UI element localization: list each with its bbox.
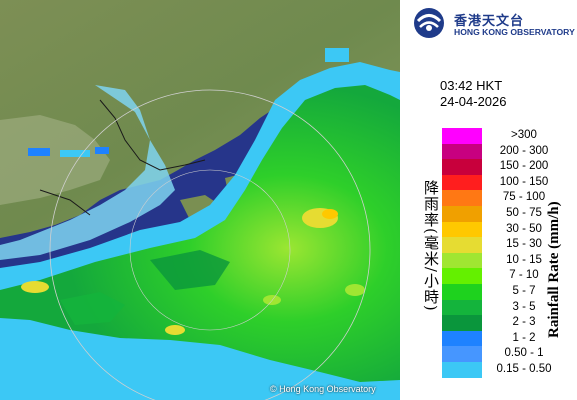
legend-entry: 0.50 - 1 [442,346,562,363]
legend-swatch [442,190,482,207]
legend-entry: 50 - 75 [442,206,562,222]
legend-entry: 30 - 50 [442,221,562,238]
legend-label: 1 - 2 [512,331,536,344]
copyright-notice: © Hong Kong Observatory [270,384,376,394]
legend-label: >300 [511,129,537,141]
legend-entry: 75 - 100 [442,190,562,207]
legend-label: 30 - 50 [506,222,542,235]
side-panel: 香港天文台 HONG KONG OBSERVATORY 03:42 HKT 24… [400,0,577,400]
legend-label: 150 - 200 [499,160,549,173]
legend-label: 15 - 30 [506,238,542,251]
legend-swatch [442,221,482,238]
legend-entry: 15 - 30 [442,237,562,254]
legend-swatch [442,143,482,160]
legend-entry: 200 - 300 [442,143,562,160]
rainfall-legend: >300 200 - 300 150 - 200 100 - 150 75 - 100 5… [442,128,562,378]
org-name-cn: 香港天文台 [454,14,525,29]
legend-label: 200 - 300 [499,144,549,157]
legend-entry: 10 - 15 [442,252,562,269]
legend-swatch [442,346,482,363]
legend-swatch [442,174,482,191]
legend-entry: 3 - 5 [442,299,562,316]
legend-entry: 0.15 - 0.50 [442,362,562,378]
legend-label: 100 - 150 [499,175,549,188]
legend-title-en: Rainfall Rate (mm/h) [546,201,562,339]
legend-swatch [442,268,482,285]
observatory-logo[interactable]: 香港天文台 HONG KONG OBSERVATORY [412,6,575,40]
legend-swatch [442,330,482,347]
range-ring-inner [129,169,291,331]
legend-swatch [442,252,482,269]
legend-swatch [442,299,482,316]
legend-swatch [442,362,482,378]
legend-entry: 7 - 10 [442,268,562,285]
legend-label: 75 - 100 [502,191,546,204]
legend-entry: 1 - 2 [442,330,562,347]
legend-swatch [442,128,482,144]
legend-title-cn: 降雨率(毫米/小時) [422,180,440,312]
observatory-emblem-icon [414,8,444,38]
legend-swatch [442,159,482,176]
legend-entry: 5 - 7 [442,284,562,300]
legend-entry: >300 [442,128,562,144]
legend-swatch [442,315,482,332]
legend-label: 50 - 75 [506,207,542,219]
observation-date: 24-04-2026 [440,94,507,109]
org-name-en: HONG KONG OBSERVATORY [454,27,575,37]
legend-label: 7 - 10 [509,269,539,282]
radar-map-graphic [0,0,400,400]
legend-label: 10 - 15 [506,253,542,266]
radar-map[interactable]: © Hong Kong Observatory [0,0,400,400]
legend-swatch [442,284,482,300]
legend-entry: 2 - 3 [442,315,562,332]
range-ring-outer [49,89,371,400]
legend-swatch [442,206,482,222]
legend-label: 2 - 3 [512,316,536,329]
legend-entry: 150 - 200 [442,159,562,176]
legend-swatch [442,237,482,254]
legend-label: 0.50 - 1 [504,347,544,360]
legend-entry: 100 - 150 [442,174,562,191]
legend-label: 5 - 7 [512,285,536,297]
legend-label: 0.15 - 0.50 [496,363,552,375]
legend-label: 3 - 5 [512,300,536,313]
observation-time: 03:42 HKT [440,78,503,93]
